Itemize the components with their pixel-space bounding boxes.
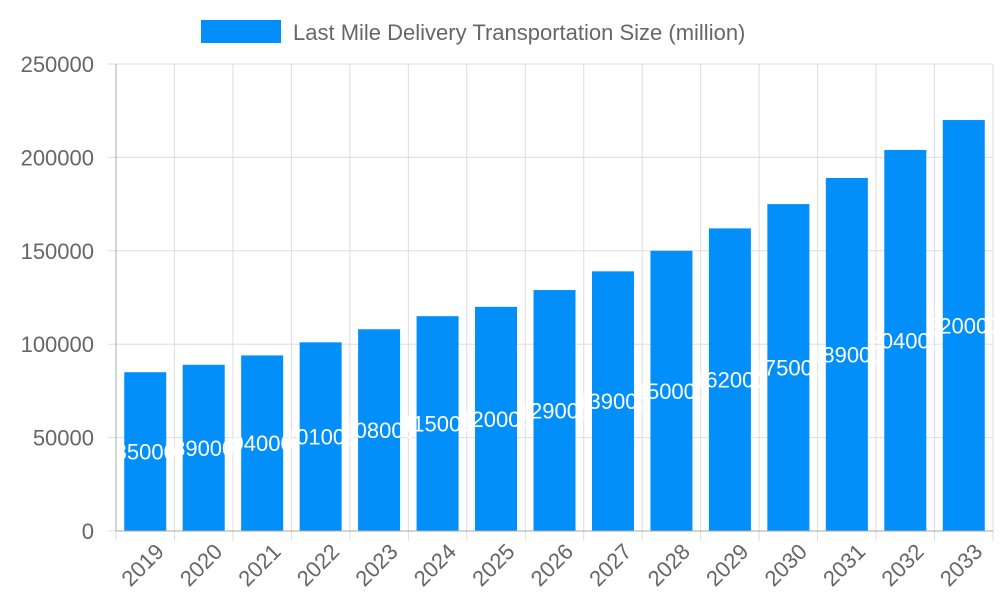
x-tick-label: 2031	[818, 539, 870, 591]
data-labels: 8500089000940001010001080001150001200001…	[115, 314, 1000, 465]
bar	[475, 306, 518, 531]
x-tick-label: 2026	[526, 539, 578, 591]
data-label: 115000	[402, 412, 474, 437]
bar	[358, 329, 401, 531]
grid	[108, 63, 994, 541]
legend-swatch	[201, 20, 281, 43]
x-tick-label: 2025	[467, 539, 519, 591]
bar	[767, 204, 810, 531]
bar	[241, 355, 284, 531]
x-tick-label: 2024	[409, 539, 461, 591]
bar	[650, 250, 693, 532]
y-tick-label: 200000	[21, 145, 94, 170]
bars	[124, 120, 985, 532]
bar	[591, 271, 634, 531]
data-label: 220000	[927, 314, 1000, 339]
x-tick-label: 2021	[233, 539, 285, 591]
x-tick-label: 2032	[877, 539, 929, 591]
data-label: 85000	[115, 440, 176, 465]
data-label: 89000	[173, 436, 234, 461]
x-tick-label: 2019	[116, 539, 168, 591]
x-tick-label: 2022	[292, 539, 344, 591]
data-label: 120000	[459, 407, 532, 432]
bar	[825, 177, 868, 531]
bar	[708, 228, 751, 531]
data-label: 94000	[232, 431, 293, 456]
x-tick-label: 2033	[935, 539, 987, 591]
data-label: 189000	[810, 342, 883, 367]
bar	[416, 316, 459, 531]
x-tick-label: 2029	[701, 539, 753, 591]
bar	[942, 120, 985, 531]
bar	[124, 372, 167, 531]
x-tick-label: 2023	[350, 539, 402, 591]
data-label: 162000	[693, 368, 766, 393]
x-tick-label: 2030	[760, 539, 812, 591]
x-tick-label: 2027	[584, 539, 636, 591]
legend-label: Last Mile Delivery Transportation Size (…	[293, 20, 745, 45]
x-tick-label: 2020	[175, 539, 227, 591]
bar	[533, 290, 576, 531]
y-tick-label: 100000	[21, 332, 94, 357]
data-label: 150000	[635, 379, 708, 404]
y-tick-label: 150000	[21, 239, 94, 264]
y-tick-label: 0	[82, 519, 94, 544]
y-tick-label: 250000	[21, 52, 94, 77]
x-tick-label: 2028	[643, 539, 695, 591]
bar	[299, 342, 342, 531]
data-label: 139000	[576, 389, 649, 414]
bar	[884, 149, 927, 532]
y-tick-label: 50000	[33, 426, 94, 451]
data-label: 108000	[342, 418, 415, 443]
legend[interactable]: Last Mile Delivery Transportation Size (…	[201, 20, 745, 45]
data-label: 204000	[869, 328, 942, 353]
bar	[182, 364, 225, 531]
data-label: 175000	[752, 356, 825, 381]
data-label: 129000	[518, 399, 591, 424]
data-label: 101000	[284, 425, 357, 450]
